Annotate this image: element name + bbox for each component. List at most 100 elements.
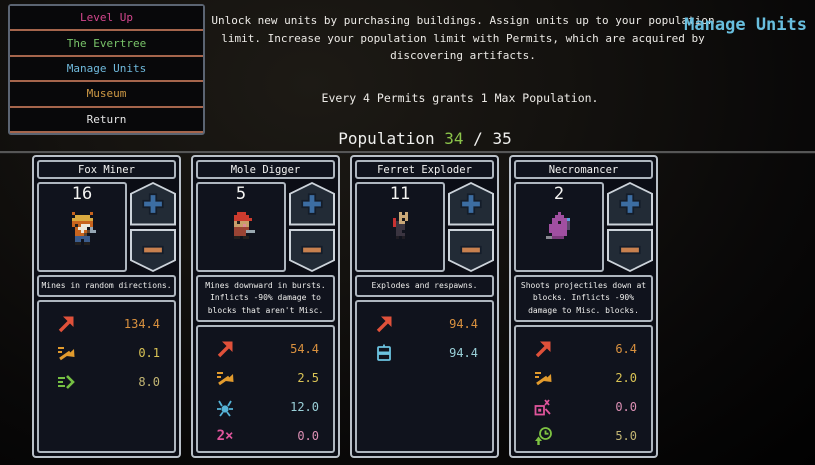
menu-item-label: Museum xyxy=(86,87,127,101)
unit-main: 5 xyxy=(196,182,335,272)
fox-miner-sprite xyxy=(66,212,99,245)
stat-row: 5.0 xyxy=(516,421,651,450)
unit-portrait: 2 xyxy=(514,182,604,272)
stat-value: 134.4 xyxy=(123,316,160,331)
respawn-time-icon xyxy=(533,426,553,446)
stat-value: 12.0 xyxy=(290,399,319,414)
unit-card-fox-miner: Fox Miner 16 Mines in random direct xyxy=(32,155,181,458)
population-separator: / xyxy=(473,129,483,148)
side-menu: Level Up The Evertree Manage Units Museu… xyxy=(8,4,205,135)
double-multiplier-icon: 2× xyxy=(216,427,234,444)
unit-stats: 134.4 0.1 8.0 xyxy=(37,300,176,453)
add-unit-button[interactable] xyxy=(130,182,176,226)
unit-card-ferret-exploder: Ferret Exploder 11 Explodes and res xyxy=(350,155,499,458)
remove-unit-button[interactable] xyxy=(607,228,653,272)
unit-title: Mole Digger xyxy=(196,160,335,179)
menu-item-label: The Evertree xyxy=(66,36,147,50)
unit-cards-row: Fox Miner 16 Mines in random direct xyxy=(32,155,658,458)
stat-row: 8.0 xyxy=(39,367,174,396)
unit-description: Mines downward in bursts. Inflicts -90% … xyxy=(196,275,335,323)
unit-stats: 54.4 2.5 12.0 2× 0.0 xyxy=(196,325,335,453)
unit-count: 11 xyxy=(389,184,411,204)
unit-count: 16 xyxy=(71,184,93,204)
stat-value: 2.0 xyxy=(615,370,637,385)
menu-item-return[interactable]: Return xyxy=(10,107,203,134)
minus-icon xyxy=(619,246,641,255)
add-unit-button[interactable] xyxy=(607,182,653,226)
add-unit-button[interactable] xyxy=(289,182,335,226)
unit-portrait: 16 xyxy=(37,182,127,272)
tnt-icon xyxy=(374,343,394,363)
attack-speed-icon xyxy=(56,343,76,363)
movement-speed-icon xyxy=(56,372,76,392)
unit-stats: 6.4 2.0 0.0 5.0 xyxy=(514,325,653,453)
block-damage-icon xyxy=(533,397,553,417)
unit-card-mole-digger: Mole Digger 5 Mines downward in bur xyxy=(191,155,340,458)
minus-icon xyxy=(301,246,323,255)
stat-row: 6.4 xyxy=(516,334,651,363)
menu-item-the-evertree[interactable]: The Evertree xyxy=(10,31,203,57)
unit-count: 2 xyxy=(553,184,565,204)
population-counter: Population 34 / 35 xyxy=(25,129,815,148)
intro-text: Unlock new units by purchasing buildings… xyxy=(211,14,715,63)
stat-row: 12.0 xyxy=(198,392,333,421)
stat-value: 8.0 xyxy=(138,374,160,389)
plus-icon xyxy=(142,193,164,215)
stat-value: 0.0 xyxy=(297,428,319,443)
unit-portrait: 5 xyxy=(196,182,286,272)
necromancer-sprite xyxy=(543,212,576,245)
remove-unit-button[interactable] xyxy=(448,228,494,272)
population-max: 35 xyxy=(492,129,512,148)
stat-row: 134.4 xyxy=(39,309,174,338)
unit-card-necromancer: Necromancer 2 Shoots projectiles do xyxy=(509,155,658,458)
unit-description: Shoots projectiles down at blocks. Infli… xyxy=(514,275,653,323)
menu-item-label: Return xyxy=(86,112,127,126)
stat-row: 0.1 xyxy=(39,338,174,367)
attack-speed-icon xyxy=(215,368,235,388)
unit-main: 11 xyxy=(355,182,494,272)
plus-icon xyxy=(460,193,482,215)
menu-item-label: Level Up xyxy=(80,11,133,25)
menu-item-manage-units[interactable]: Manage Units xyxy=(10,56,203,83)
menu-item-level-up[interactable]: Level Up xyxy=(10,6,203,32)
menu-item-museum[interactable]: Museum xyxy=(10,82,203,108)
unit-buttons xyxy=(448,182,494,272)
population-current: 34 xyxy=(444,129,464,148)
ferret-exploder-sprite xyxy=(384,212,417,245)
damage-arrow-icon xyxy=(215,339,235,359)
unit-buttons xyxy=(130,182,176,272)
unit-main: 2 xyxy=(514,182,653,272)
damage-arrow-icon xyxy=(374,314,394,334)
unit-description: Explodes and respawns. xyxy=(355,275,494,298)
stat-value: 94.4 xyxy=(449,316,478,331)
unit-description: Mines in random directions. xyxy=(37,275,176,298)
page-title: Manage Units xyxy=(684,15,807,35)
unit-title: Necromancer xyxy=(514,160,653,179)
unit-count: 5 xyxy=(235,184,247,204)
population-label: Population xyxy=(338,129,435,148)
stat-value: 94.4 xyxy=(449,345,478,360)
unit-stats: 94.4 94.4 xyxy=(355,300,494,453)
remove-unit-button[interactable] xyxy=(289,228,335,272)
mole-digger-sprite xyxy=(225,212,258,245)
menu-item-label: Manage Units xyxy=(66,62,147,76)
plus-icon xyxy=(301,193,323,215)
stat-row: 2.5 xyxy=(198,363,333,392)
stat-value: 6.4 xyxy=(615,341,637,356)
permits-note: Every 4 Permits grants 1 Max Population. xyxy=(321,91,599,105)
stat-row: 2× 0.0 xyxy=(198,421,333,450)
unit-main: 16 xyxy=(37,182,176,272)
unit-title: Ferret Exploder xyxy=(355,160,494,179)
unit-buttons xyxy=(289,182,335,272)
damage-arrow-icon xyxy=(533,339,553,359)
remove-unit-button[interactable] xyxy=(130,228,176,272)
stat-value: 0.1 xyxy=(138,345,160,360)
stat-row: 94.4 xyxy=(357,338,492,367)
stat-row: 94.4 xyxy=(357,309,492,338)
section-divider xyxy=(0,151,815,154)
add-unit-button[interactable] xyxy=(448,182,494,226)
stat-value: 54.4 xyxy=(290,341,319,356)
plus-icon xyxy=(619,193,641,215)
stat-row: 0.0 xyxy=(516,392,651,421)
stat-row: 54.4 xyxy=(198,334,333,363)
